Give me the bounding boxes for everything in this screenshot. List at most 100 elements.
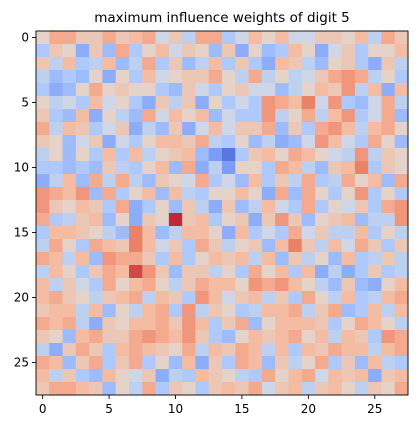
heatmap-cell [394,44,409,58]
heatmap-cell [354,304,369,318]
heatmap-cell [341,70,356,84]
heatmap-cell [248,187,263,201]
heatmap-cell [368,239,382,253]
heatmap-cell [328,382,342,396]
y-axis-ticks: 0 5 10 15 20 25 [14,31,36,370]
heatmap-cell [182,148,196,162]
heatmap-cell [75,135,90,149]
heatmap-cell [49,369,63,383]
heatmap-cell [354,135,369,149]
heatmap-cell [275,213,289,227]
heatmap-cell [102,96,117,110]
heatmap-cell [49,356,63,370]
heatmap-cell [129,226,143,240]
heatmap-cell [62,148,77,162]
heatmap-cell [102,44,117,58]
heatmap-cell [89,226,103,240]
heatmap-cell [208,122,223,136]
heatmap-cell [115,174,130,188]
heatmap-cell [195,187,210,201]
heatmap-cell [341,356,356,370]
heatmap-cell [155,174,170,188]
heatmap-cell [62,122,77,136]
heatmap-cell [341,382,356,396]
heatmap-cell [275,57,289,71]
heatmap-cell [341,213,356,227]
heatmap-cell [222,187,236,201]
heatmap-cell [341,369,356,383]
heatmap-cell [155,291,170,305]
heatmap-cell [89,265,103,279]
heatmap-cell [75,70,90,84]
x-tick-label: 15 [234,402,249,416]
heatmap-cell [315,382,329,396]
heatmap-cell [208,265,223,279]
heatmap-cell [182,304,196,318]
heatmap-cell [36,70,50,84]
heatmap-cell [142,330,156,344]
heatmap-cell [182,109,196,123]
heatmap-cell [75,187,90,201]
heatmap-cell [394,109,409,123]
heatmap-cell [328,187,342,201]
heatmap-cell [36,291,50,305]
heatmap-cell [182,330,196,344]
heatmap-cell [261,96,276,110]
heatmap-cell [288,96,303,110]
heatmap-cell [248,135,263,149]
heatmap-cell [142,31,156,45]
heatmap-cell [354,356,369,370]
heatmap-cell [275,265,289,279]
heatmap-cell [315,317,329,331]
heatmap-cell [208,252,223,266]
heatmap-cell [248,122,263,136]
heatmap-cell [195,148,210,162]
heatmap-cell [315,109,329,123]
heatmap-cell [222,135,236,149]
heatmap-cell [208,239,223,253]
heatmap-cell [168,83,183,97]
heatmap-cell [168,369,183,383]
heatmap-cell [261,382,276,396]
heatmap-cell [381,382,396,396]
heatmap-cell [394,265,409,279]
heatmap-cell [115,356,130,370]
heatmap-cell [89,369,103,383]
heatmap-cell [248,213,263,227]
heatmap-cell [261,213,276,227]
heatmap-cell [222,57,236,71]
heatmap-cell [129,96,143,110]
heatmap-cell [168,356,183,370]
heatmap-cell [115,70,130,84]
heatmap-cell [368,213,382,227]
heatmap-cell [275,187,289,201]
heatmap-cell [62,161,77,175]
heatmap-cell [49,44,63,58]
heatmap-cell [182,278,196,292]
heatmap-cell [49,382,63,396]
heatmap-cell [49,304,63,318]
heatmap-cell [75,330,90,344]
heatmap-cell [328,83,342,97]
heatmap-cell [142,343,156,357]
heatmap-cell [142,356,156,370]
heatmap-cell [328,148,342,162]
heatmap-cell [195,239,210,253]
heatmap-cell [381,31,396,45]
heatmap-cell [301,187,316,201]
heatmap-cell [381,200,396,214]
heatmap-cell [354,317,369,331]
heatmap-cell [235,70,249,84]
heatmap-cell [36,174,50,188]
heatmap-cell [208,148,223,162]
heatmap-cell [354,161,369,175]
heatmap-cell [315,135,329,149]
heatmap-cell [208,96,223,110]
heatmap-cell [381,57,396,71]
heatmap-cell [62,278,77,292]
heatmap-cell [368,135,382,149]
heatmap-cell [315,200,329,214]
heatmap-cell [315,291,329,305]
heatmap-cell [235,135,249,149]
heatmap-cell [115,57,130,71]
